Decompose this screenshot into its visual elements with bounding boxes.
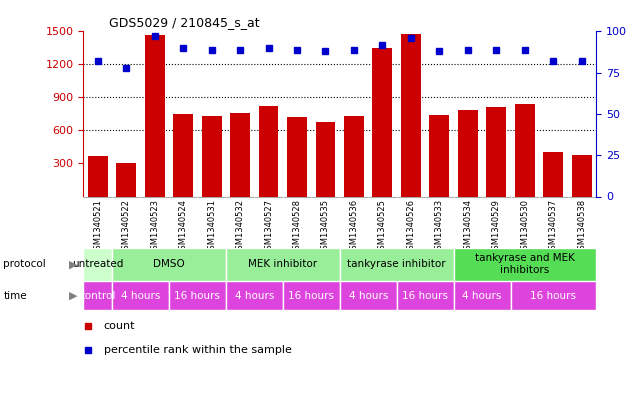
Text: GSM1340523: GSM1340523 [150,199,159,255]
Bar [201,116,222,196]
Bar [315,122,335,196]
Text: GSM1340522: GSM1340522 [122,199,131,255]
Text: control: control [79,291,116,301]
Bar [340,281,397,310]
Text: time: time [3,291,27,301]
Text: GSM1340525: GSM1340525 [378,199,387,255]
Bar [88,156,108,196]
Text: 4 hours: 4 hours [235,291,274,301]
Text: count: count [104,321,135,331]
Text: GSM1340535: GSM1340535 [321,199,330,255]
Bar [169,281,226,310]
Bar [340,248,454,281]
Bar [226,248,340,281]
Bar [116,163,136,196]
Bar [287,117,307,196]
Bar [429,115,449,196]
Text: 16 hours: 16 hours [530,291,576,301]
Bar [83,248,112,281]
Text: ▶: ▶ [69,291,78,301]
Text: 4 hours: 4 hours [349,291,388,301]
Text: untreated: untreated [72,259,123,269]
Bar [458,110,478,196]
Bar [145,35,165,197]
Text: GSM1340534: GSM1340534 [463,199,472,255]
Text: GSM1340533: GSM1340533 [435,199,444,255]
Bar [283,281,340,310]
Text: percentile rank within the sample: percentile rank within the sample [104,345,292,355]
Text: 16 hours: 16 hours [288,291,334,301]
Bar [397,281,454,310]
Text: GSM1340530: GSM1340530 [520,199,529,255]
Bar [401,34,421,197]
Text: protocol: protocol [3,259,46,269]
Text: GSM1340536: GSM1340536 [349,199,358,255]
Bar [258,106,278,196]
Text: 16 hours: 16 hours [402,291,448,301]
Text: 4 hours: 4 hours [463,291,502,301]
Bar [544,152,563,196]
Text: ▶: ▶ [69,259,78,269]
Bar [487,107,506,196]
Text: GSM1340538: GSM1340538 [578,199,587,255]
Bar [454,281,511,310]
Text: GDS5029 / 210845_s_at: GDS5029 / 210845_s_at [109,16,260,29]
Text: DMSO: DMSO [153,259,185,269]
Text: GSM1340526: GSM1340526 [406,199,415,255]
Bar [344,116,364,196]
Text: tankyrase inhibitor: tankyrase inhibitor [347,259,446,269]
Text: 4 hours: 4 hours [121,291,160,301]
Bar [515,104,535,196]
Text: GSM1340529: GSM1340529 [492,199,501,255]
Text: GSM1340524: GSM1340524 [179,199,188,255]
Bar [83,281,112,310]
Text: MEK inhibitor: MEK inhibitor [248,259,317,269]
Text: 16 hours: 16 hours [174,291,221,301]
Text: tankyrase and MEK
inhibitors: tankyrase and MEK inhibitors [475,253,575,275]
Text: GSM1340537: GSM1340537 [549,199,558,255]
Text: GSM1340521: GSM1340521 [93,199,102,255]
Bar [572,155,592,196]
Bar [372,48,392,196]
Bar [112,248,226,281]
Text: GSM1340531: GSM1340531 [207,199,216,255]
Bar [511,281,596,310]
Bar [454,248,596,281]
Bar [230,113,250,196]
Text: GSM1340527: GSM1340527 [264,199,273,255]
Text: GSM1340528: GSM1340528 [292,199,301,255]
Bar [226,281,283,310]
Bar [112,281,169,310]
Bar [173,114,193,196]
Text: GSM1340532: GSM1340532 [235,199,244,255]
